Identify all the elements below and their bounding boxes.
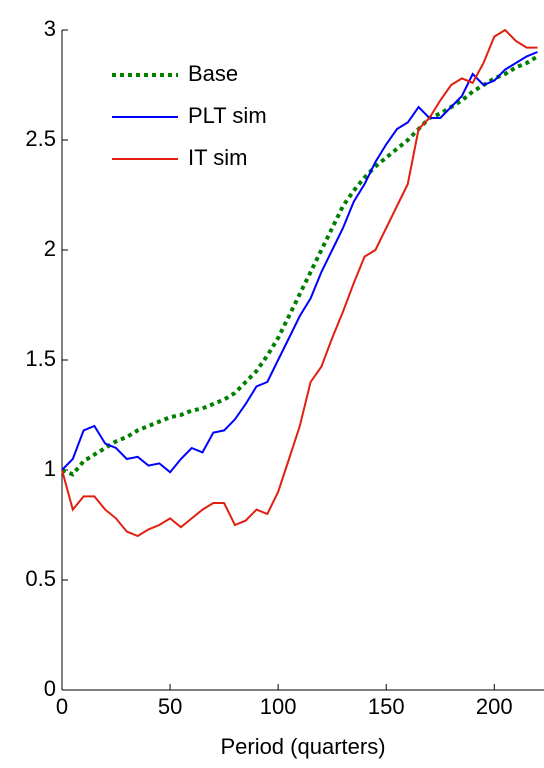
series-line xyxy=(61,28,538,538)
x-tick-label: 0 xyxy=(56,694,68,719)
y-tick-label: 2 xyxy=(44,236,56,261)
legend-label: Base xyxy=(188,61,238,86)
y-tick-label: 1.5 xyxy=(25,346,56,371)
legend-label: IT sim xyxy=(188,145,247,170)
series-line xyxy=(61,51,538,474)
x-tick-label: 200 xyxy=(476,694,513,719)
y-tick-label: 1 xyxy=(44,456,56,481)
x-tick-label: 50 xyxy=(158,694,182,719)
y-tick-label: 0 xyxy=(44,676,56,701)
x-tick-label: 100 xyxy=(260,694,297,719)
legend-label: PLT sim xyxy=(188,103,267,128)
x-axis-label: Period (quarters) xyxy=(220,734,385,759)
y-tick-label: 3 xyxy=(44,16,56,41)
y-tick-label: 0.5 xyxy=(25,566,56,591)
x-tick-label: 150 xyxy=(368,694,405,719)
y-tick-label: 2.5 xyxy=(25,126,56,151)
series-line xyxy=(61,54,539,477)
